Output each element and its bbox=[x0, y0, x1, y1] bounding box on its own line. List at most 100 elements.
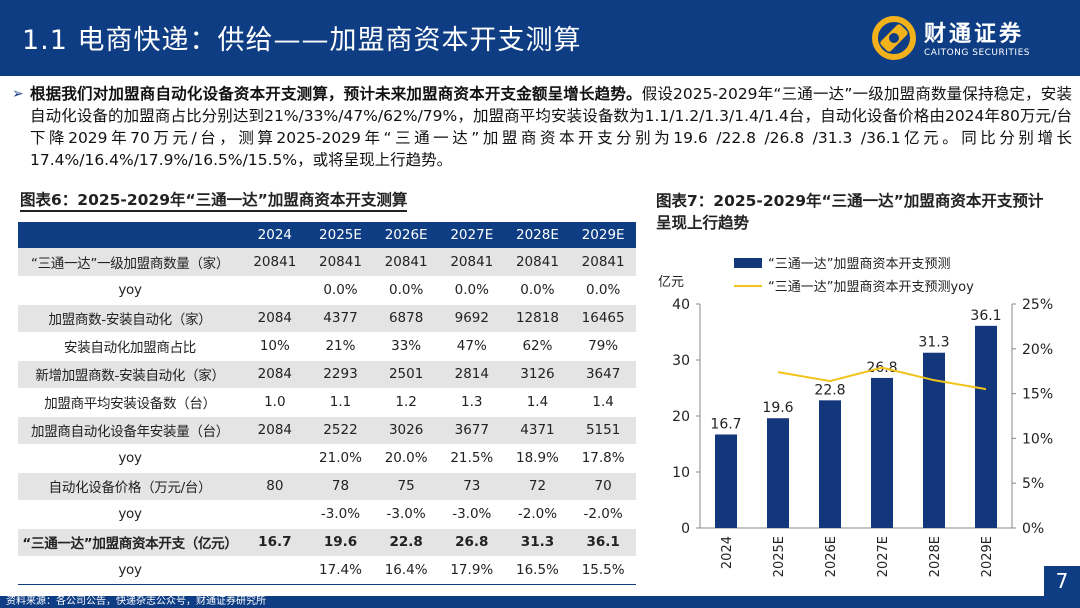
bar-2028E bbox=[923, 352, 945, 528]
table-cell: -3.0% bbox=[452, 506, 492, 522]
table-header-cell: 2024 bbox=[242, 222, 308, 248]
table-cell: 20841 bbox=[307, 248, 374, 276]
table-cell: 47% bbox=[456, 338, 487, 354]
table-cell: 20841 bbox=[438, 248, 505, 276]
table-cell: 62% bbox=[522, 338, 553, 354]
row-label: 加盟商数-安装自动化（家） bbox=[18, 304, 242, 332]
company-logo: 财通证券 CAITONG SECURITIES bbox=[872, 10, 1072, 66]
bar-value-label: 36.1 bbox=[970, 308, 1001, 324]
table-cell: 3126 bbox=[504, 360, 571, 388]
table-row: 加盟商平均安装设备数（台） 1.0 1.1 1.2 1.3 1.4 1.4 bbox=[18, 388, 636, 416]
x-category-label: 2026E bbox=[824, 536, 839, 577]
table-cell: 20.0% bbox=[384, 450, 428, 466]
table-cell: 21.5% bbox=[450, 450, 494, 466]
table-cell: 3026 bbox=[373, 416, 439, 444]
table-header-cell: 2027E bbox=[438, 222, 505, 248]
table-row: yoy -3.0% -3.0% -3.0% -2.0% -2.0% bbox=[18, 500, 636, 528]
table-cell: 1.0 bbox=[264, 394, 286, 410]
table-row: yoy 0.0% 0.0% 0.0% 0.0% 0.0% bbox=[18, 276, 636, 304]
y-tick-label: 20 bbox=[672, 409, 690, 425]
table-cell: -2.0% bbox=[517, 506, 558, 522]
table-row: 安装自动化加盟商占比 10% 21% 33% 47% 62% 79% bbox=[18, 332, 636, 360]
table-cell: 2814 bbox=[438, 360, 505, 388]
table-cell: 36.1 bbox=[570, 528, 636, 556]
table-row: 自动化设备价格（万元/台） 80 78 75 73 72 70 bbox=[18, 472, 636, 500]
bar-2029E bbox=[975, 325, 997, 528]
table-cell: 15.5% bbox=[581, 562, 625, 578]
bar-2024 bbox=[715, 434, 737, 528]
table-cell bbox=[242, 276, 308, 304]
page-number: 7 bbox=[1044, 566, 1080, 596]
table-cell bbox=[242, 556, 308, 584]
table-row: 加盟商数-安装自动化（家） 2084 4377 6878 9692 12818 16465 bbox=[18, 304, 636, 332]
table-cell: 33% bbox=[391, 338, 422, 354]
table-cell: 17.8% bbox=[581, 450, 625, 466]
table-row: 加盟商自动化设备年安装量（台） 2084 2522 3026 3677 4371 5151 bbox=[18, 416, 636, 444]
table-cell: 1.2 bbox=[395, 394, 417, 410]
x-category-label: 2024 bbox=[720, 536, 735, 569]
table-cell: 0.0% bbox=[585, 282, 621, 298]
table-cell: 12818 bbox=[504, 304, 571, 332]
row-label: yoy bbox=[118, 562, 142, 578]
table-cell: 21% bbox=[325, 338, 356, 354]
intro-paragraph: ➢ 根据我们对加盟商自动化设备资本开支测算，预计未来加盟商资本开支金额呈增长趋势… bbox=[12, 83, 1072, 171]
x-category-label: 2028E bbox=[928, 536, 943, 577]
table-cell: 20841 bbox=[373, 248, 439, 276]
table-cell: 16.4% bbox=[384, 562, 428, 578]
legend-bar-label: “三通一达”加盟商资本开支预测 bbox=[768, 257, 950, 272]
y2-tick-label: 20% bbox=[1022, 342, 1053, 358]
row-label: “三通一达”加盟商资本开支（亿元） bbox=[18, 528, 242, 556]
table-cell: 1.3 bbox=[461, 394, 483, 410]
table-cell: 21.0% bbox=[319, 450, 362, 466]
table-cell: 1.1 bbox=[329, 394, 352, 410]
table-cell: 78 bbox=[307, 472, 374, 500]
table-body: “三通一达”一级加盟商数量（家） 20841 20841 20841 20841 2084… bbox=[18, 248, 636, 584]
table-header-cell: 2025E bbox=[307, 222, 374, 248]
logo-emblem-icon bbox=[872, 16, 916, 60]
table-cell: 2084 bbox=[242, 304, 308, 332]
legend-line-label: “三通一达”加盟商资本开支预测yoy bbox=[768, 280, 974, 295]
table-row: yoy 17.4% 16.4% 17.9% 16.5% 15.5% bbox=[18, 556, 636, 584]
source-note: 资料来源：各公司公告，快递杂志公众号，财通证券研究所 bbox=[6, 596, 266, 607]
y2-tick-label: 15% bbox=[1022, 387, 1053, 403]
table-cell: 20841 bbox=[242, 248, 308, 276]
x-category-label: 2029E bbox=[980, 536, 995, 577]
x-category-label: 2025E bbox=[772, 536, 787, 577]
row-label: 自动化设备价格（万元/台） bbox=[18, 472, 242, 500]
table-cell: 17.4% bbox=[319, 562, 362, 578]
table-cell: 9692 bbox=[438, 304, 505, 332]
page-title: 1.1 电商快递：供给——加盟商资本开支测算 bbox=[22, 25, 582, 56]
table-cell: 3647 bbox=[570, 360, 636, 388]
table-cell: 6878 bbox=[373, 304, 439, 332]
table-header-cell: 2029E bbox=[570, 222, 636, 248]
y2-tick-label: 10% bbox=[1022, 431, 1053, 447]
table-row: “三通一达”加盟商资本开支（亿元） 16.7 19.6 22.8 26.8 31.3 36.… bbox=[18, 528, 636, 556]
x-category-label: 2027E bbox=[876, 536, 891, 577]
bar-value-label: 31.3 bbox=[918, 335, 949, 351]
row-label: 新增加盟商数-安装自动化（家） bbox=[18, 360, 242, 388]
table-cell: 5151 bbox=[570, 416, 636, 444]
table-cell: 0.0% bbox=[388, 282, 424, 298]
table-header-cell: 2028E bbox=[504, 222, 571, 248]
table-cell: 2084 bbox=[242, 416, 308, 444]
logo-text-en: CAITONG SECURITIES bbox=[924, 48, 1030, 58]
table-cell: 3677 bbox=[438, 416, 505, 444]
table-cell: 0.0% bbox=[520, 282, 555, 298]
y2-tick-label: 5% bbox=[1022, 476, 1044, 492]
y-tick-label: 30 bbox=[672, 353, 690, 369]
table-cell: 19.6 bbox=[307, 528, 374, 556]
table-title: 图表6：2025-2029年“三通一达”加盟商资本开支测算 bbox=[20, 190, 408, 212]
table-cell: -3.0% bbox=[320, 506, 361, 522]
table-header-row: 2024 2025E 2026E 2027E 2028E 2029E bbox=[18, 222, 636, 248]
capex-table: 2024 2025E 2026E 2027E 2028E 2029E “三通一达”一级加盟… bbox=[18, 222, 636, 585]
bar-value-label: 22.8 bbox=[814, 382, 845, 398]
row-label: yoy bbox=[118, 282, 142, 298]
y2-tick-label: 0% bbox=[1022, 521, 1044, 537]
table-cell: 75 bbox=[373, 472, 439, 500]
table-cell: 2522 bbox=[307, 416, 374, 444]
legend-bar-swatch bbox=[734, 258, 762, 268]
table-cell: 16465 bbox=[570, 304, 636, 332]
bar-value-label: 16.7 bbox=[710, 416, 741, 432]
table-cell: 2501 bbox=[373, 360, 439, 388]
y2-tick-label: 25% bbox=[1022, 297, 1053, 313]
